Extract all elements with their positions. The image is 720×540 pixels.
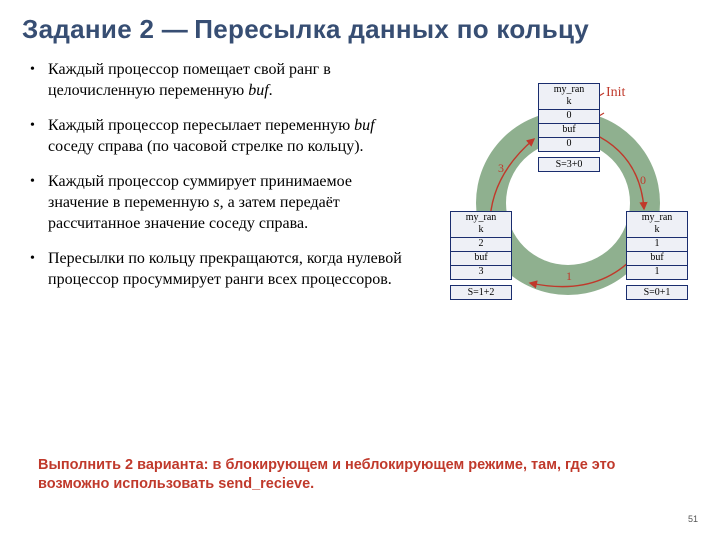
cell-rank-val: 1	[627, 238, 687, 252]
edge-label: 3	[498, 161, 504, 176]
cell-buf-val: 3	[451, 266, 511, 279]
edge-label: 1	[566, 269, 572, 284]
list-item: Каждый процессор пересылает переменную b…	[28, 115, 420, 171]
proc-node-1: my_rank 1 buf 1	[626, 211, 688, 280]
proc-sum-1: S=0+1	[626, 285, 688, 300]
cell-rank-val: 2	[451, 238, 511, 252]
diagram-region: Init 3 0 1 my_rank 0 buf 0 S=3+0 my_rank…	[420, 57, 710, 304]
cell-buf-label: buf	[539, 124, 599, 138]
cell-myrank: my_rank	[451, 212, 511, 238]
proc-node-0: my_rank 0 buf 0	[538, 83, 600, 152]
cell-buf-label: buf	[627, 252, 687, 266]
page-number: 51	[688, 514, 698, 524]
cell-myrank: my_rank	[539, 84, 599, 110]
title-part-b: Пересылка данных по кольцу	[187, 14, 589, 44]
ring-diagram: Init 3 0 1 my_rank 0 buf 0 S=3+0 my_rank…	[444, 79, 692, 327]
bullet-list-region: Каждый процессор помещает свой ранг в це…	[28, 57, 420, 304]
bullet-text: Пересылки по кольцу прекращаются, когда …	[48, 250, 402, 288]
cell-rank-val: 0	[539, 110, 599, 124]
list-item: Каждый процессор суммирует принимаемое з…	[28, 171, 420, 248]
init-label: Init	[606, 85, 625, 101]
edge-label: 0	[640, 173, 646, 188]
bullet-text: Каждый процессор пересылает переменную b…	[48, 117, 375, 155]
bullet-list: Каждый процессор помещает свой ранг в це…	[28, 59, 420, 304]
proc-sum-0: S=3+0	[538, 157, 600, 172]
proc-sum-2: S=1+2	[450, 285, 512, 300]
title-dash: —	[162, 14, 187, 44]
bullet-text: Каждый процессор суммирует принимаемое з…	[48, 173, 352, 232]
slide-title: Задание 2 — Пересылка данных по кольцу	[0, 0, 720, 53]
cell-buf-label: buf	[451, 252, 511, 266]
list-item: Каждый процессор помещает свой ранг в це…	[28, 59, 420, 115]
title-part-a: Задание 2	[22, 14, 162, 44]
cell-buf-val: 0	[539, 138, 599, 151]
cell-myrank: my_rank	[627, 212, 687, 238]
list-item: Пересылки по кольцу прекращаются, когда …	[28, 248, 420, 304]
cell-buf-val: 1	[627, 266, 687, 279]
bullet-text: Каждый процессор помещает свой ранг в це…	[48, 61, 331, 99]
proc-node-2: my_rank 2 buf 3	[450, 211, 512, 280]
task-note: Выполнить 2 варианта: в блокирующем и не…	[38, 456, 668, 494]
